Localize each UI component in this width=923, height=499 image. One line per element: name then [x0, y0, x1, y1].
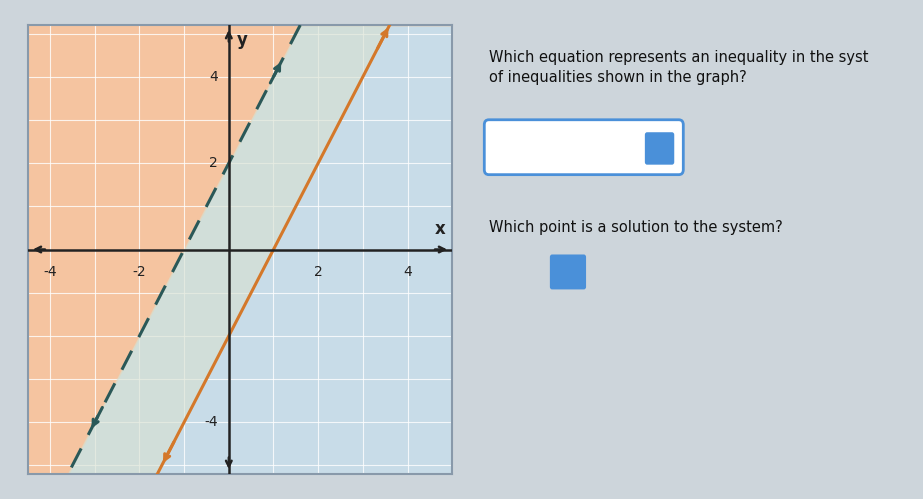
Text: Which point is a solution to the system?: Which point is a solution to the system?	[489, 220, 783, 235]
Text: x: x	[435, 221, 446, 239]
Text: 4: 4	[403, 264, 412, 278]
Text: y: y	[237, 31, 247, 49]
Text: -2: -2	[133, 264, 146, 278]
FancyBboxPatch shape	[550, 254, 586, 289]
FancyBboxPatch shape	[534, 245, 606, 299]
Text: 2: 2	[314, 264, 322, 278]
Text: 2: 2	[209, 156, 218, 170]
FancyBboxPatch shape	[485, 120, 683, 175]
Text: Which equation represents an inequality in the syst
of inequalities shown in the: Which equation represents an inequality …	[489, 50, 869, 85]
Text: -4: -4	[204, 415, 218, 429]
Text: 4: 4	[209, 70, 218, 84]
Text: -4: -4	[43, 264, 57, 278]
FancyBboxPatch shape	[645, 132, 674, 165]
